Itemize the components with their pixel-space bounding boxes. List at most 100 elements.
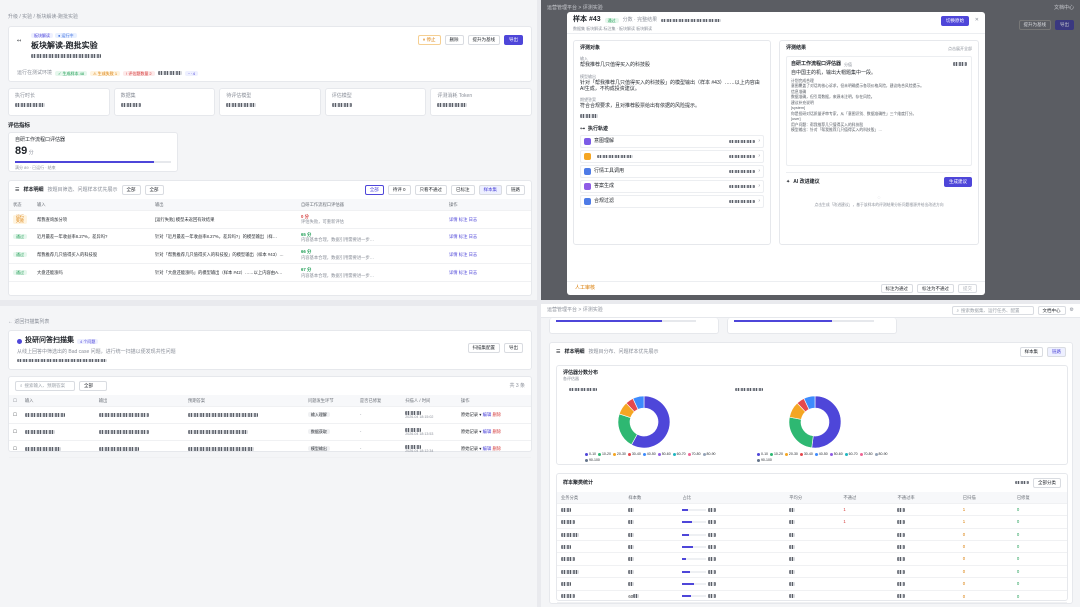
table-row[interactable]: ☐ 模型输出 -2026-04 18:12:34 原始记录 ▾ 编辑 删除	[9, 440, 531, 458]
op-label[interactable]: 标注	[458, 252, 468, 258]
legend-item[interactable]: 60-70	[672, 452, 686, 456]
op-detail[interactable]: 详情	[449, 216, 458, 222]
delete-button[interactable]: 删除	[444, 35, 464, 45]
col-checkbox[interactable]: ☐	[9, 394, 21, 407]
search-input[interactable]: ⌕ 搜索输入、预期答案	[15, 381, 75, 391]
pause-button[interactable]: ⏸ 停止	[417, 35, 441, 45]
export-button[interactable]: 导出	[504, 35, 523, 45]
trace-step[interactable]: ›	[580, 149, 764, 163]
tab-all[interactable]: 全部	[364, 185, 384, 195]
legend-item[interactable]: 70-80	[859, 452, 873, 456]
pie-slice[interactable]	[632, 395, 645, 410]
legend-item[interactable]: 90-100	[757, 458, 772, 462]
metric-card[interactable]: 自研工作流程口评估器 89 分 满分 89 · 已运行 · 结束	[8, 132, 178, 172]
op-delete[interactable]: 删除	[492, 429, 502, 435]
mark-fail-button[interactable]: 标注为不通过	[917, 283, 954, 294]
view-sampleset[interactable]: 样本集	[1019, 347, 1043, 357]
legend-item[interactable]: 20-30	[612, 452, 626, 456]
op-edit[interactable]: 编辑	[482, 429, 492, 435]
legend-item[interactable]: 30-40	[627, 452, 641, 456]
filter-select-2[interactable]: 全部	[144, 185, 164, 195]
table-row[interactable]: ☐ 数据获取 -2026-04 18:13:53 原始记录 ▾ 编辑 删除	[9, 423, 531, 441]
trace-toggle-button[interactable]: 切换原始	[941, 16, 969, 26]
view-trace[interactable]: 链路	[1047, 347, 1066, 357]
op-record[interactable]: 原始记录 ▾	[460, 429, 482, 435]
op-detail[interactable]: 详情	[449, 234, 458, 240]
filter-select-1[interactable]: 全部	[121, 185, 141, 195]
legend-item[interactable]: 10-20	[770, 452, 783, 456]
submit-button[interactable]: 提交	[958, 283, 977, 294]
legend-item[interactable]: 90-100	[585, 458, 600, 462]
op-edit[interactable]: 编辑	[482, 445, 492, 451]
pie-slice[interactable]	[788, 416, 814, 449]
tab-failed-only[interactable]: 只看不通过	[414, 185, 447, 195]
row-checkbox[interactable]: ☐	[9, 423, 21, 441]
global-search-input[interactable]: ⌕ 搜索数据集、运行任务、配置	[951, 305, 1034, 316]
legend-item[interactable]: 10-20	[598, 452, 611, 456]
legend-item[interactable]: 0-10	[585, 452, 596, 456]
tab-labeled[interactable]: 已标注	[451, 185, 475, 195]
op-log[interactable]: 日志	[468, 269, 478, 275]
filter-select[interactable]: 全部	[79, 381, 107, 391]
op-delete[interactable]: 删除	[492, 412, 502, 418]
op-edit[interactable]: 编辑	[482, 412, 492, 418]
trace-step[interactable]: 意图理解 ›	[580, 134, 764, 148]
legend-item[interactable]: 50-60	[829, 452, 843, 456]
legend-item[interactable]: 80-90	[874, 452, 888, 456]
legend-item[interactable]: 40-50	[642, 452, 656, 456]
pie-slice[interactable]	[811, 395, 842, 449]
promote-button[interactable]: 提升为基线	[467, 35, 500, 45]
row-checkbox[interactable]: ☐	[9, 406, 21, 424]
back-icon[interactable]: ↤	[17, 38, 22, 44]
pie-slice[interactable]	[631, 395, 671, 449]
op-record[interactable]: 原始记录 ▾	[460, 412, 482, 418]
config-button[interactable]: 扫描集配置	[467, 343, 500, 353]
op-detail[interactable]: 详情	[449, 252, 458, 258]
op-record[interactable]: 原始记录 ▾	[460, 445, 482, 451]
view-trace[interactable]: 链路	[506, 185, 525, 195]
op-log[interactable]: 日志	[468, 252, 478, 258]
legend-item[interactable]: 50-60	[657, 452, 671, 456]
legend-item[interactable]: 30-40	[799, 452, 813, 456]
op-detail[interactable]: 详情	[449, 269, 458, 275]
legend-item[interactable]: 80-90	[702, 452, 716, 456]
trace-step[interactable]: 答案生成 ›	[580, 179, 764, 193]
table-row[interactable]: 通过 近月最差一年收益率8.27%，差异吗? 针对「近月最差一年收益率8.27%…	[9, 228, 531, 247]
expand-all[interactable]: 点击展开全部	[948, 45, 972, 51]
legend-item[interactable]: 60-70	[844, 452, 858, 456]
op-delete[interactable]: 删除	[492, 445, 502, 451]
generate-suggestion-button[interactable]: 生成建议	[944, 177, 972, 187]
tab-pending[interactable]: 待评 0	[387, 185, 411, 195]
legend-item[interactable]: 20-30	[784, 452, 798, 456]
export-button[interactable]: 导出	[504, 343, 523, 353]
op-log[interactable]: 日志	[468, 216, 478, 222]
back-link[interactable]: ← 返回扫描集列表	[8, 319, 50, 325]
table-row[interactable]: 通过 大盘还能涨吗 针对「大盘还能涨吗」的模型输出（样本 #42）……以上内容由…	[9, 263, 531, 282]
legend-item[interactable]: 40-50	[814, 452, 828, 456]
table-row[interactable]: ☐ 输入理解 -2026-04 18:15:02 原始记录 ▾ 编辑 删除	[9, 406, 531, 424]
op-label[interactable]: 标注	[458, 234, 468, 240]
table-row[interactable]: 运行失败 帮我查询加分项 [运行失败] 模型未返回有效结果 0 分评估失败，可重…	[9, 210, 531, 229]
legend-item[interactable]: 70-80	[687, 452, 701, 456]
mark-pass-button[interactable]: 标注为通过	[880, 283, 913, 294]
row-checkbox[interactable]: ☐	[9, 440, 21, 458]
op-log[interactable]: 日志	[468, 234, 478, 240]
view-sampleset[interactable]: 样本集	[478, 185, 502, 195]
legend-item[interactable]: 0-10	[757, 452, 768, 456]
op-label[interactable]: 标注	[458, 216, 468, 222]
gear-icon[interactable]: ⚙	[1069, 307, 1074, 314]
op-label[interactable]: 标注	[458, 269, 468, 275]
table-row[interactable]: 通过 帮我推荐几只值得买入的科技股 针对「帮我推荐几只值得买入的科技股」的模型输…	[9, 245, 531, 265]
stat-filter-select[interactable]: 全部分类	[1033, 478, 1061, 488]
trace-step[interactable]: 合规过滤 ›	[580, 194, 764, 208]
doc-center-button[interactable]: 文档中心	[1037, 305, 1066, 316]
pie-slice[interactable]	[803, 395, 816, 410]
